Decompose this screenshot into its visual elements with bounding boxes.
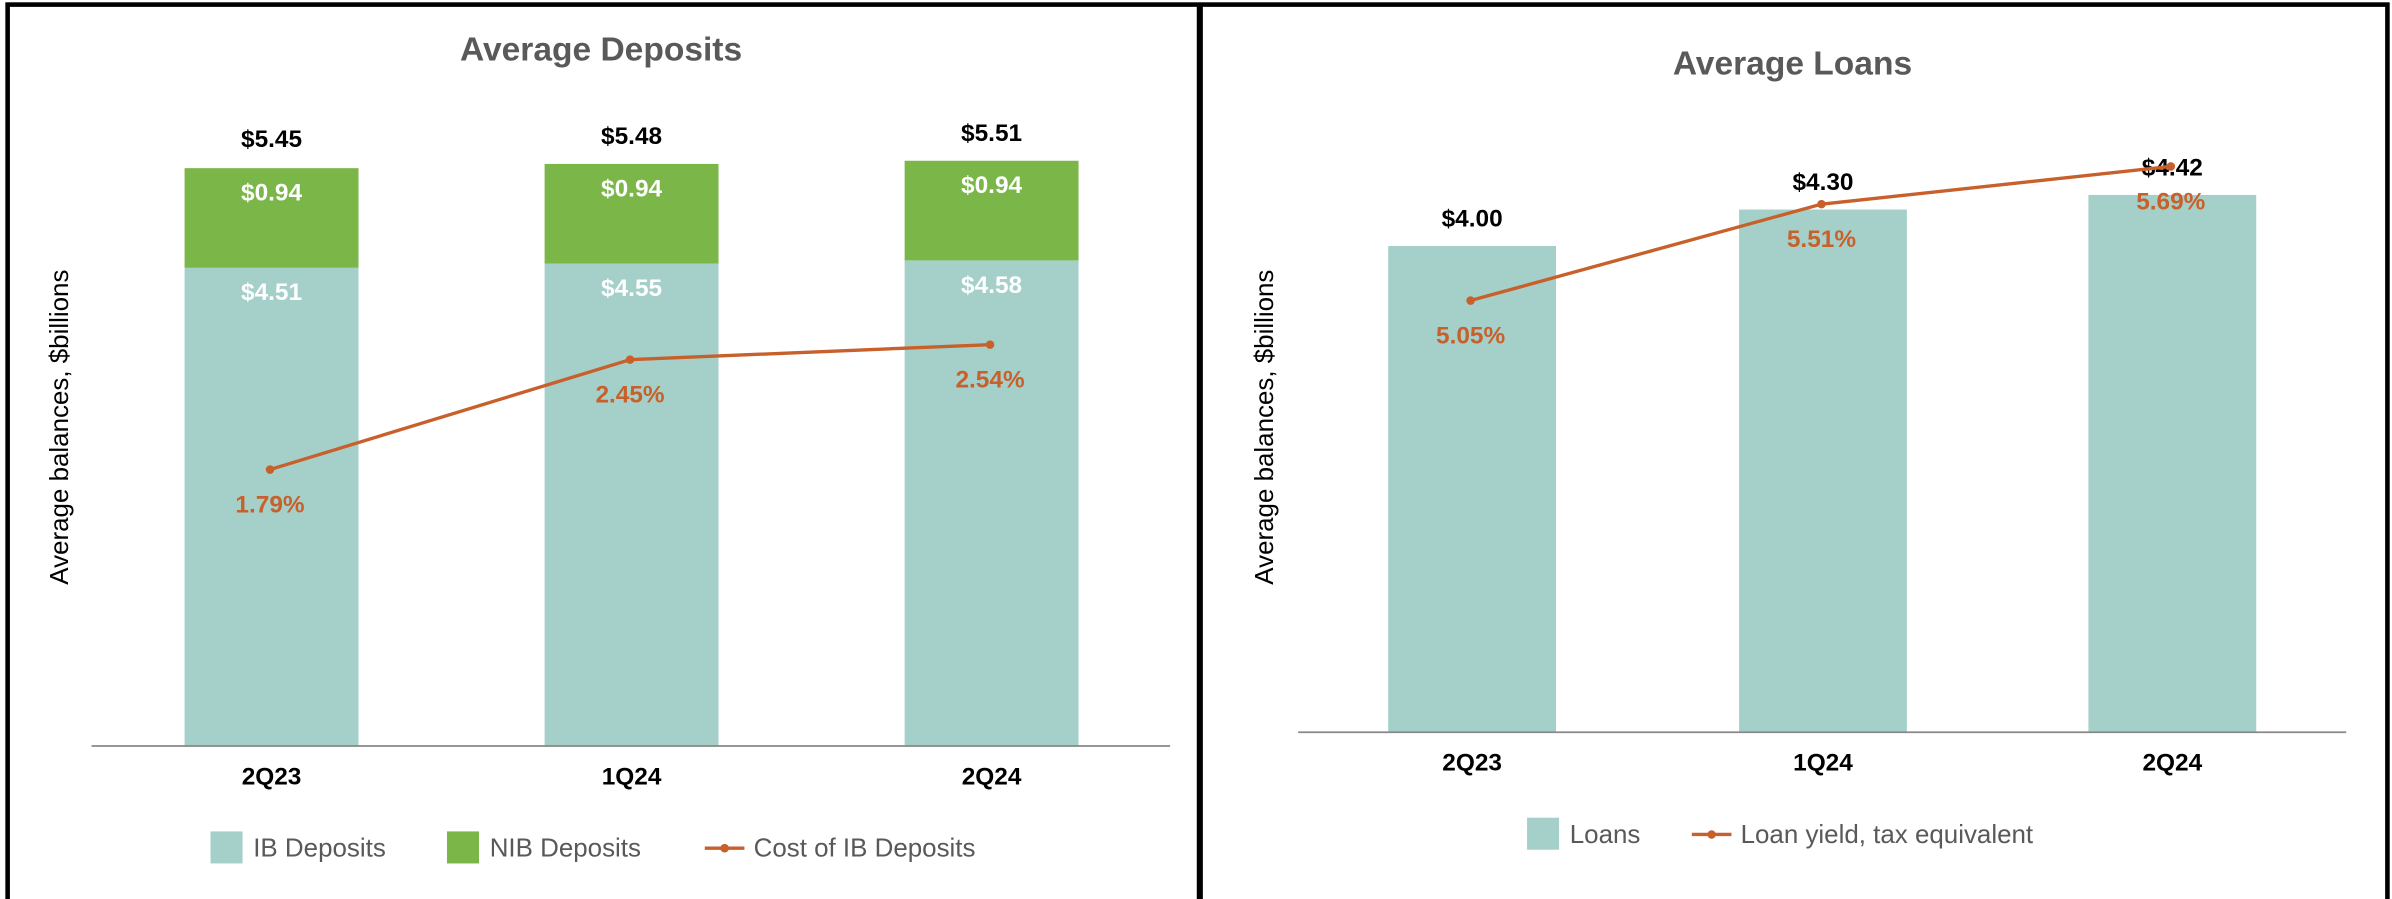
bar [544,163,719,264]
line-point [1466,296,1475,305]
total-label: $5.45 [241,126,302,153]
x-tick-label: 2Q24 [962,763,1022,790]
legend-swatch [446,831,480,864]
line-value-label: 5.51% [1787,226,1856,253]
legend-swatch [1527,817,1560,850]
legend-swatch-dot [720,843,729,853]
legend-label: NIB Deposits [490,835,641,863]
bar-value-label: $4.55 [601,275,662,302]
y-axis-label: Average balances, $billions [1251,270,1279,585]
bar [184,168,359,268]
legend-label: IB Deposits [253,835,386,863]
bar [904,160,1079,261]
bar [544,263,719,746]
x-tick-label: 2Q23 [1442,750,1502,777]
bar [2088,194,2257,733]
line-point [985,340,995,349]
x-tick-label: 1Q24 [602,763,662,790]
chart-title: Average Loans [1673,45,1912,82]
frame [5,2,2390,899]
line-value-label: 2.54% [955,367,1024,394]
x-tick-label: 2Q24 [2142,750,2202,777]
bar [904,260,1079,746]
bar-value-label: $4.58 [961,272,1022,299]
line-point [1817,199,1826,209]
legend-label: Cost of IB Deposits [754,835,976,863]
line-point [265,465,275,474]
line-value-label: 2.45% [595,382,664,409]
line-value-label: 1.79% [235,492,304,519]
bar [1739,209,1907,733]
total-label: $5.51 [961,120,1022,147]
bar-value-label: $0.94 [961,172,1022,199]
chart-title: Average Deposits [460,32,742,69]
legend-label: Loans [1570,821,1641,849]
bar [1388,245,1557,733]
line-value-label: 5.05% [1436,323,1505,350]
bar-value-label: $0.94 [241,180,302,207]
legend-label: Loan yield, tax equivalent [1741,821,2034,849]
bar-value-label: $4.30 [1792,169,1853,196]
line-point [2166,162,2176,171]
bar-value-label: $0.94 [601,175,662,202]
x-tick-label: 1Q24 [1793,750,1853,777]
legend-swatch-dot [1707,830,1716,839]
x-tick-label: 2Q23 [242,763,302,790]
legend-swatch [210,831,243,864]
bar [184,267,359,746]
bar-value-label: $4.51 [241,279,302,306]
line-point [625,355,635,364]
line-value-label: 5.69% [2136,188,2205,215]
bar-value-label: $4.00 [1442,206,1503,233]
y-axis-label: Average balances, $billions [46,270,74,585]
total-label: $5.48 [601,123,662,150]
